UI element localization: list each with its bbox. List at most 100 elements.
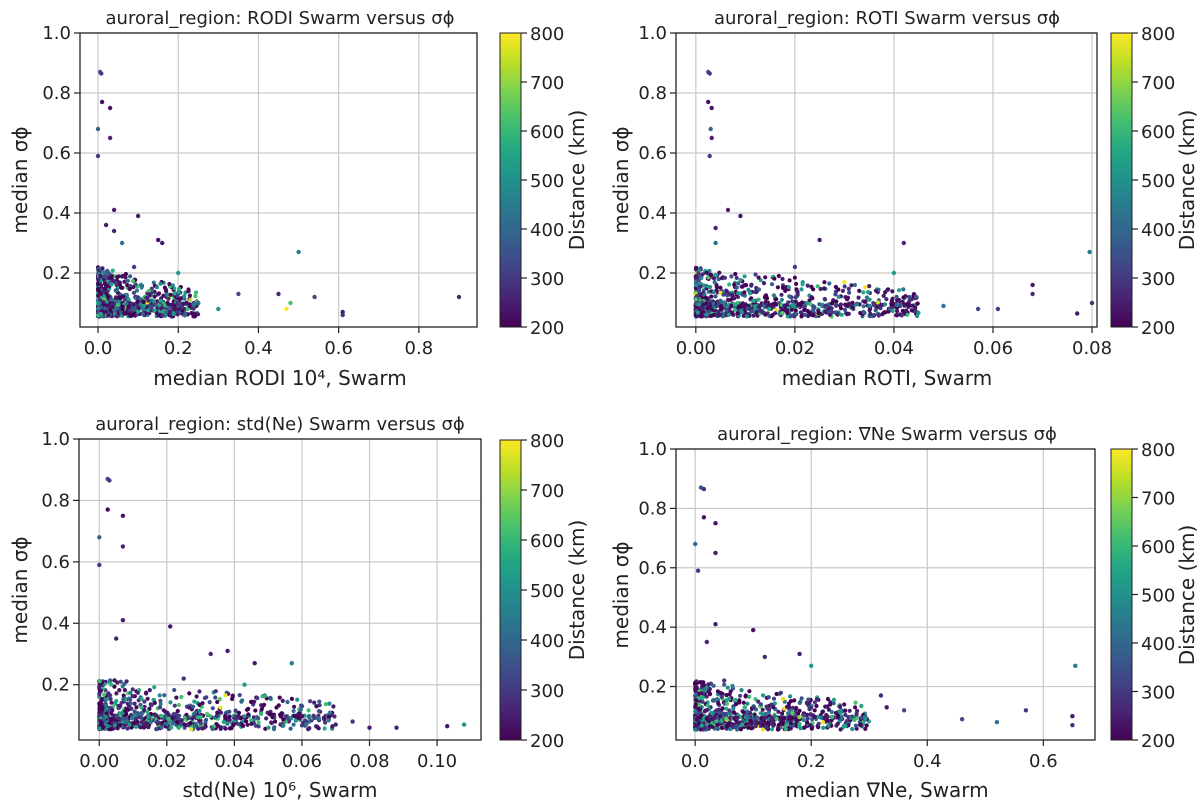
data-point — [797, 700, 802, 706]
data-point — [842, 307, 848, 312]
data-point — [159, 306, 164, 311]
colorbar-label: Distance (km) — [1175, 110, 1199, 250]
data-point — [113, 288, 118, 293]
data-point — [755, 720, 760, 725]
data-point — [223, 693, 228, 698]
data-point — [769, 302, 774, 307]
data-point — [123, 271, 128, 277]
data-point — [783, 288, 788, 293]
data-point — [165, 722, 170, 727]
data-point — [731, 710, 736, 715]
data-point — [304, 722, 309, 727]
data-point — [767, 306, 772, 312]
data-point — [696, 288, 702, 293]
data-point — [158, 701, 163, 707]
data-point — [794, 312, 799, 317]
data-point — [340, 312, 345, 318]
data-point — [171, 712, 176, 717]
data-point — [704, 708, 709, 713]
data-point — [125, 719, 130, 724]
data-point — [741, 700, 746, 705]
data-point — [783, 303, 788, 308]
data-point — [878, 693, 884, 698]
data-point — [199, 726, 205, 731]
data-point — [769, 727, 775, 732]
data-point — [814, 703, 819, 709]
data-point — [733, 702, 739, 707]
data-point — [158, 298, 163, 303]
data-point — [164, 292, 169, 297]
data-point — [886, 287, 891, 292]
data-point — [154, 285, 159, 290]
data-point — [145, 696, 150, 701]
data-point — [823, 303, 828, 308]
data-point — [772, 701, 778, 706]
data-point — [131, 721, 136, 726]
data-point — [794, 706, 799, 711]
data-point — [863, 285, 868, 290]
data-point — [135, 690, 140, 695]
data-point — [875, 300, 881, 305]
data-point — [915, 301, 920, 306]
data-point — [99, 306, 104, 311]
panel-grad-ne: auroral_region: ∇Ne Swarm versus σϕ 0.0 0… — [609, 424, 1199, 802]
panel-std-ne: auroral_region: std(Ne) Swarm versus σϕ … — [8, 414, 589, 802]
data-point — [107, 135, 113, 141]
data-point — [187, 293, 192, 298]
data-point — [125, 707, 131, 712]
data-point — [705, 703, 710, 708]
data-point — [714, 697, 720, 702]
data-point — [756, 699, 761, 704]
data-point — [747, 694, 752, 700]
data-point — [822, 280, 827, 285]
data-point — [218, 705, 223, 710]
x-tick-label: 0.6 — [1029, 751, 1058, 772]
data-point — [108, 693, 113, 698]
x-tick-label: 0.00 — [676, 338, 716, 359]
data-point — [779, 297, 785, 302]
data-point — [865, 290, 871, 295]
data-point — [146, 288, 152, 293]
data-point — [724, 289, 729, 294]
data-point — [110, 268, 115, 273]
data-point — [132, 701, 137, 706]
colorbar-tick-label: 400 — [530, 220, 564, 241]
data-point — [731, 706, 736, 711]
data-point — [132, 709, 137, 714]
data-point — [773, 311, 778, 316]
plot-frame — [79, 32, 478, 328]
y-tick-label: 1.0 — [41, 429, 70, 450]
y-tick-label: 0.4 — [42, 203, 71, 224]
data-point — [333, 722, 338, 727]
colorbar-ticks: 200 300 400 500 600 700 800 — [521, 24, 564, 339]
data-point — [776, 709, 781, 714]
data-point — [719, 725, 725, 730]
data-point — [827, 312, 833, 317]
data-point — [445, 724, 450, 729]
data-point — [725, 293, 730, 298]
y-tick-label: 0.8 — [41, 490, 70, 511]
data-point — [834, 303, 839, 308]
colorbar-tick-label: 700 — [530, 481, 564, 502]
data-point — [787, 278, 792, 283]
data-point — [159, 714, 164, 719]
y-tick-label: 0.8 — [42, 83, 71, 104]
data-point — [177, 301, 182, 306]
data-point — [724, 308, 729, 313]
data-point — [215, 699, 220, 705]
data-point — [121, 697, 126, 702]
data-point — [256, 724, 261, 729]
data-point — [707, 71, 712, 76]
data-point — [717, 710, 722, 715]
data-point — [856, 295, 861, 300]
data-point — [793, 295, 798, 300]
data-point — [102, 692, 107, 697]
data-point — [267, 712, 272, 717]
data-point — [696, 302, 701, 307]
data-point — [152, 294, 157, 299]
colorbar-label: Distance (km) — [565, 520, 589, 660]
data-point — [1023, 708, 1029, 713]
data-point — [141, 299, 146, 304]
data-point — [97, 535, 102, 540]
